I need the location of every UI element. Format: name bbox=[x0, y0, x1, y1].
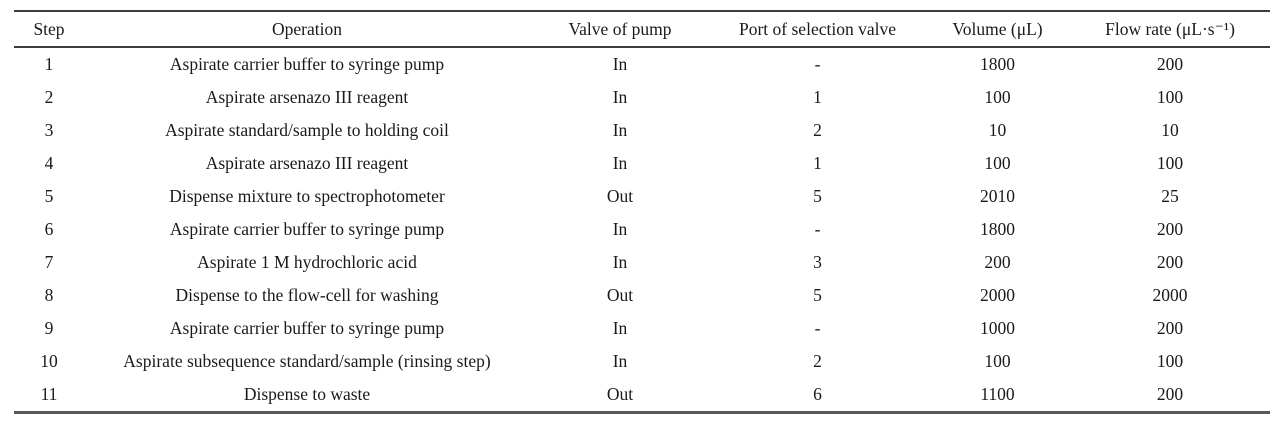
cell-volume: 1000 bbox=[980, 318, 1015, 338]
cell-volume: 2000 bbox=[980, 285, 1015, 305]
column-header-port-of-selection-valve: Port of selection valve bbox=[739, 18, 896, 39]
column-header-flow-rate: Flow rate (μL·s⁻¹) bbox=[1105, 18, 1235, 39]
cell-step: 8 bbox=[44, 285, 54, 305]
cell-port-of-selection-valve: 1 bbox=[813, 87, 822, 107]
cell-valve-of-pump: In bbox=[612, 153, 628, 173]
cell-step: 1 bbox=[44, 54, 54, 74]
cell-volume: 10 bbox=[988, 120, 1007, 140]
cell-volume: 2010 bbox=[980, 186, 1015, 206]
cell-operation: Aspirate arsenazo III reagent bbox=[205, 87, 409, 107]
cell-step: 11 bbox=[40, 384, 58, 404]
cell-flow-rate: 100 bbox=[1156, 351, 1184, 371]
cell-flow-rate: 25 bbox=[1161, 186, 1179, 206]
cell-operation: Dispense mixture to spectrophotometer bbox=[169, 186, 445, 206]
cell-operation: Aspirate arsenazo III reagent bbox=[205, 153, 409, 173]
cell-step: 6 bbox=[44, 219, 54, 239]
cell-flow-rate: 10 bbox=[1161, 120, 1179, 140]
table-row: 9 Aspirate carrier buffer to syringe pump… bbox=[14, 312, 1270, 345]
cell-valve-of-pump: In bbox=[612, 252, 628, 272]
cell-flow-rate: 100 bbox=[1156, 87, 1184, 107]
cell-operation: Aspirate carrier buffer to syringe pump bbox=[169, 219, 445, 239]
table-row: 4 Aspirate arsenazo III reagent In 1 100 100 bbox=[14, 147, 1270, 180]
table-row: 6 Aspirate carrier buffer to syringe pump… bbox=[14, 213, 1270, 246]
cell-volume: 1800 bbox=[980, 54, 1015, 74]
cell-port-of-selection-valve: 2 bbox=[813, 351, 822, 371]
table-row: 11 Dispense to waste Out 6 1100 200 bbox=[14, 378, 1270, 413]
cell-valve-of-pump: Out bbox=[606, 384, 634, 404]
procedure-table: Step Operation Valve of pump Port of sel… bbox=[14, 10, 1270, 414]
cell-step: 10 bbox=[40, 351, 58, 371]
cell-flow-rate: 200 bbox=[1156, 54, 1184, 74]
cell-operation: Dispense to the flow-cell for washing bbox=[175, 285, 439, 305]
cell-valve-of-pump: In bbox=[612, 318, 628, 338]
table-row: 5 Dispense mixture to spectrophotometer Ou… bbox=[14, 180, 1270, 213]
cell-valve-of-pump: In bbox=[612, 87, 628, 107]
cell-valve-of-pump: In bbox=[612, 351, 628, 371]
cell-flow-rate: 200 bbox=[1156, 219, 1184, 239]
cell-flow-rate: 200 bbox=[1156, 252, 1184, 272]
cell-port-of-selection-valve: - bbox=[814, 219, 821, 239]
cell-operation: Aspirate subsequence standard/sample (ri… bbox=[123, 351, 491, 371]
cell-operation: Aspirate carrier buffer to syringe pump bbox=[169, 54, 445, 74]
cell-operation: Aspirate standard/sample to holding coil bbox=[165, 120, 449, 140]
cell-volume: 200 bbox=[984, 252, 1011, 272]
cell-port-of-selection-valve: 2 bbox=[813, 120, 822, 140]
cell-volume: 100 bbox=[984, 87, 1011, 107]
cell-valve-of-pump: In bbox=[612, 120, 628, 140]
cell-port-of-selection-valve: 5 bbox=[813, 285, 822, 305]
cell-flow-rate: 100 bbox=[1156, 153, 1184, 173]
column-header-volume: Volume (μL) bbox=[952, 18, 1043, 39]
cell-valve-of-pump: In bbox=[612, 219, 628, 239]
column-header-operation: Operation bbox=[272, 18, 342, 39]
column-header-step: Step bbox=[33, 18, 65, 39]
cell-operation: Dispense to waste bbox=[243, 384, 371, 404]
cell-volume: 100 bbox=[984, 351, 1011, 371]
cell-port-of-selection-valve: - bbox=[814, 318, 821, 338]
table-row: 1 Aspirate carrier buffer to syringe pump… bbox=[14, 47, 1270, 81]
cell-step: 2 bbox=[44, 87, 54, 107]
cell-port-of-selection-valve: 6 bbox=[813, 384, 822, 404]
table-row: 7 Aspirate 1 M hydrochloric acid In 3 200 200 bbox=[14, 246, 1270, 279]
cell-flow-rate: 200 bbox=[1156, 318, 1184, 338]
cell-step: 5 bbox=[44, 186, 54, 206]
cell-step: 3 bbox=[44, 120, 54, 140]
header-row: Step Operation Valve of pump Port of sel… bbox=[14, 11, 1270, 47]
cell-volume: 100 bbox=[984, 153, 1011, 173]
table-header: Step Operation Valve of pump Port of sel… bbox=[14, 11, 1270, 47]
cell-step: 4 bbox=[44, 153, 54, 173]
cell-volume: 1800 bbox=[980, 219, 1015, 239]
cell-port-of-selection-valve: 5 bbox=[813, 186, 822, 206]
cell-valve-of-pump: In bbox=[612, 54, 628, 74]
table-body: 1 Aspirate carrier buffer to syringe pump… bbox=[14, 47, 1270, 413]
cell-port-of-selection-valve: - bbox=[814, 54, 821, 74]
table-row: 3 Aspirate standard/sample to holding coi… bbox=[14, 114, 1270, 147]
column-header-valve-of-pump: Valve of pump bbox=[568, 18, 672, 39]
cell-step: 9 bbox=[44, 318, 54, 338]
cell-flow-rate: 2000 bbox=[1152, 285, 1188, 305]
cell-operation: Aspirate 1 M hydrochloric acid bbox=[197, 252, 417, 272]
cell-port-of-selection-valve: 3 bbox=[813, 252, 822, 272]
cell-flow-rate: 200 bbox=[1156, 384, 1184, 404]
cell-valve-of-pump: Out bbox=[606, 285, 634, 305]
cell-operation: Aspirate carrier buffer to syringe pump bbox=[169, 318, 445, 338]
cell-port-of-selection-valve: 1 bbox=[813, 153, 822, 173]
table-row: 2 Aspirate arsenazo III reagent In 1 100 100 bbox=[14, 81, 1270, 114]
table-row: 10 Aspirate subsequence standard/sample (… bbox=[14, 345, 1270, 378]
cell-step: 7 bbox=[44, 252, 54, 272]
table-row: 8 Dispense to the flow-cell for washing Ou… bbox=[14, 279, 1270, 312]
cell-volume: 1100 bbox=[980, 384, 1015, 404]
cell-valve-of-pump: Out bbox=[606, 186, 634, 206]
